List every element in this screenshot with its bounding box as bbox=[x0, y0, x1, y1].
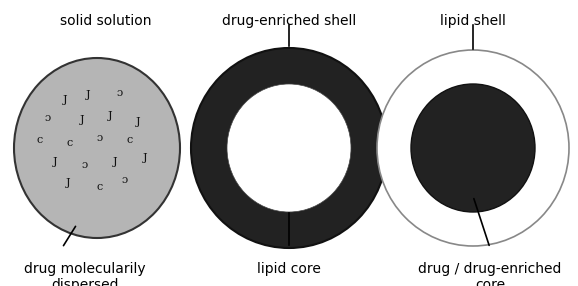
Ellipse shape bbox=[227, 84, 351, 212]
Text: lipid core: lipid core bbox=[257, 262, 321, 276]
Text: drug-enriched shell: drug-enriched shell bbox=[222, 14, 356, 28]
Text: c: c bbox=[37, 135, 43, 145]
Text: J: J bbox=[62, 95, 67, 105]
Text: J: J bbox=[113, 157, 117, 167]
Text: c: c bbox=[67, 138, 73, 148]
Text: c: c bbox=[97, 182, 103, 192]
Text: lipid shell: lipid shell bbox=[440, 14, 506, 28]
Ellipse shape bbox=[191, 48, 387, 248]
Ellipse shape bbox=[377, 50, 569, 246]
Text: ɔ: ɔ bbox=[117, 88, 123, 98]
Text: ɔ: ɔ bbox=[82, 160, 88, 170]
Text: J: J bbox=[136, 117, 140, 127]
Text: J: J bbox=[143, 153, 147, 163]
Text: solid solution: solid solution bbox=[60, 14, 151, 28]
Text: J: J bbox=[66, 178, 71, 188]
Text: ɔ: ɔ bbox=[45, 113, 51, 123]
Text: J: J bbox=[53, 157, 57, 167]
Text: J: J bbox=[80, 115, 84, 125]
Text: drug molecularily
dispersed: drug molecularily dispersed bbox=[24, 262, 146, 286]
Text: drug / drug-enriched
core: drug / drug-enriched core bbox=[418, 262, 562, 286]
Text: J: J bbox=[86, 90, 90, 100]
Text: J: J bbox=[108, 111, 112, 121]
Ellipse shape bbox=[14, 58, 180, 238]
Ellipse shape bbox=[411, 84, 535, 212]
Text: ɔ: ɔ bbox=[97, 133, 103, 143]
Text: ɔ: ɔ bbox=[122, 175, 128, 185]
Text: c: c bbox=[127, 135, 133, 145]
